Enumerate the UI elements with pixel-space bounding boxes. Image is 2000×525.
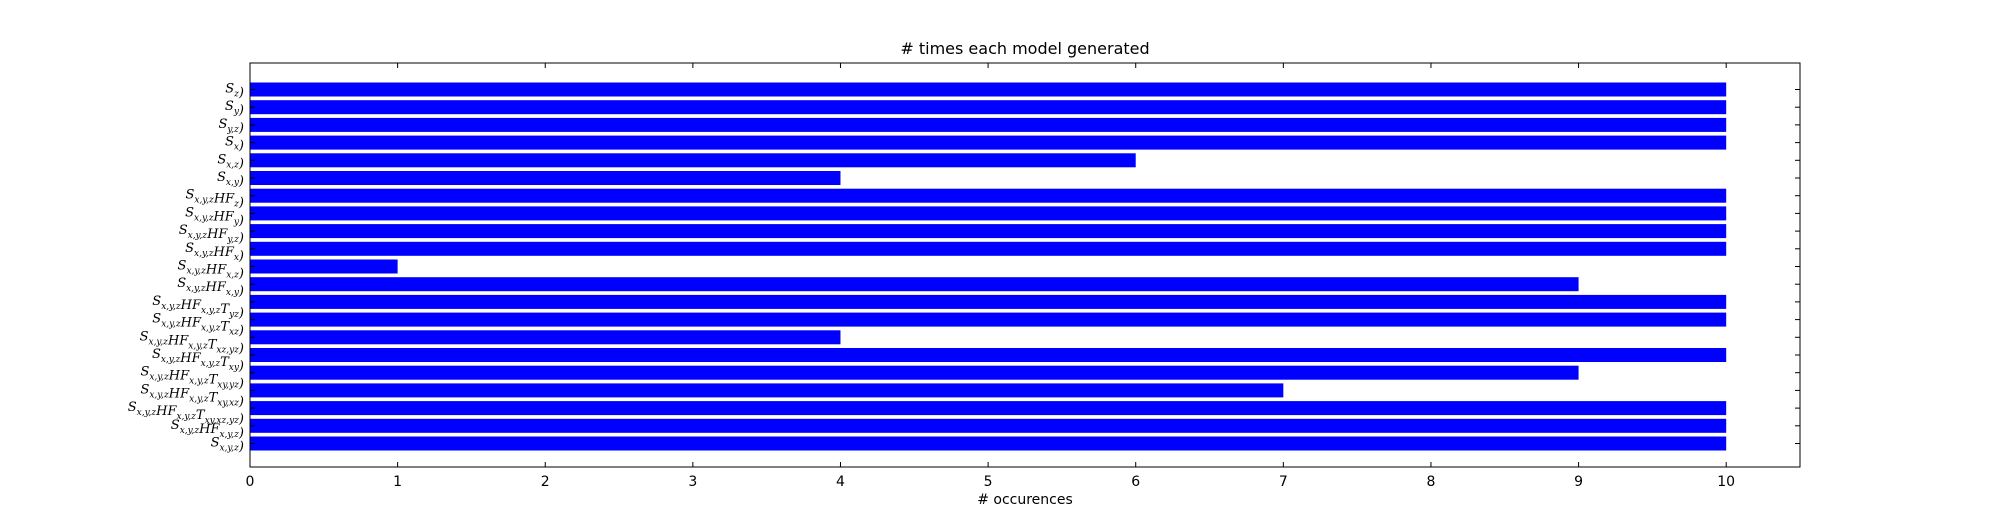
y-tick-label: Sx,y,zHFx,y,zTxy,xz,yz) [128,400,244,427]
y-axis: Sz)Sy)Sy,z)Sx)Sx,z)Sx,y)Sx,y,zHFz)Sx,y,z… [128,82,1800,455]
x-tick-label: 2 [541,474,550,490]
y-tick-label: Sx,y,zHFx,y) [177,276,244,299]
y-tick-label: Sx) [225,135,244,154]
y-tick-label: Sx,y,zHFx,y,z) [171,418,244,441]
y-tick-label: Sx,y,zHFz) [185,188,244,211]
bar [250,117,1727,132]
bar [250,82,1727,97]
y-tick-label: Sx,y,zHFx,z) [178,259,244,282]
x-axis-label: # occurences [977,492,1073,508]
y-tick-label: Sz) [225,82,244,101]
bar [250,294,1727,309]
y-tick-label: Sy) [225,99,244,118]
bar [250,135,1727,150]
y-tick-label: Sx,y,zHFx,y,zTyz) [152,294,244,321]
x-tick-label: 3 [688,474,697,490]
y-tick-label: Sx,y,zHFx,y,zTxz) [152,312,244,339]
bar [250,418,1727,433]
bar [250,312,1727,327]
y-tick-label: Sy,z) [219,117,244,136]
bar [250,436,1727,451]
bar [250,206,1727,221]
bar [250,383,1284,398]
plot-frame [249,62,1801,468]
bar [250,188,1727,203]
y-tick-label: Sx,z) [217,152,244,171]
y-tick-label: Sx,y,zHFx,y,zTxy,xz) [140,382,244,409]
x-tick-label: 10 [1717,474,1735,490]
x-axis: 0 1 2 3 4 5 6 7 8 9 10 [246,63,1735,490]
bar [250,241,1727,256]
chart-title: # times each model generated [900,39,1149,58]
bar [250,348,1727,362]
x-tick-label: 6 [1131,474,1140,490]
x-tick-label: 7 [1279,474,1288,490]
y-tick-label: Sx,y,zHFx) [185,241,244,264]
x-tick-label: 8 [1426,474,1435,490]
bar [250,365,1579,380]
bar [250,401,1727,416]
y-tick-label: Sx,y,zHFx,y,zTxz,yz) [140,329,244,356]
x-tick-label: 5 [984,474,993,490]
y-tick-label: Sx,y,z) [211,436,244,455]
x-tick-label: 1 [393,474,402,490]
y-tick-label: Sx,y,zHFx,y,zTxy) [152,347,244,374]
bars-group [250,82,1727,451]
x-tick-label: 0 [246,474,255,490]
bar [250,277,1579,292]
x-tick-label: 9 [1574,474,1583,490]
bar [250,171,841,185]
bar [250,330,841,345]
bar [250,100,1727,115]
y-tick-label: Sx,y) [217,170,244,189]
y-tick-label: Sx,y,zHFy) [185,205,244,228]
y-tick-label: Sx,y,zHFy,z) [179,223,244,246]
x-tick-label: 4 [836,474,845,490]
bar [250,153,1136,168]
bar [250,259,398,274]
bar [250,224,1727,239]
y-tick-label: Sx,y,zHFx,y,zTxy,yz) [140,365,244,392]
